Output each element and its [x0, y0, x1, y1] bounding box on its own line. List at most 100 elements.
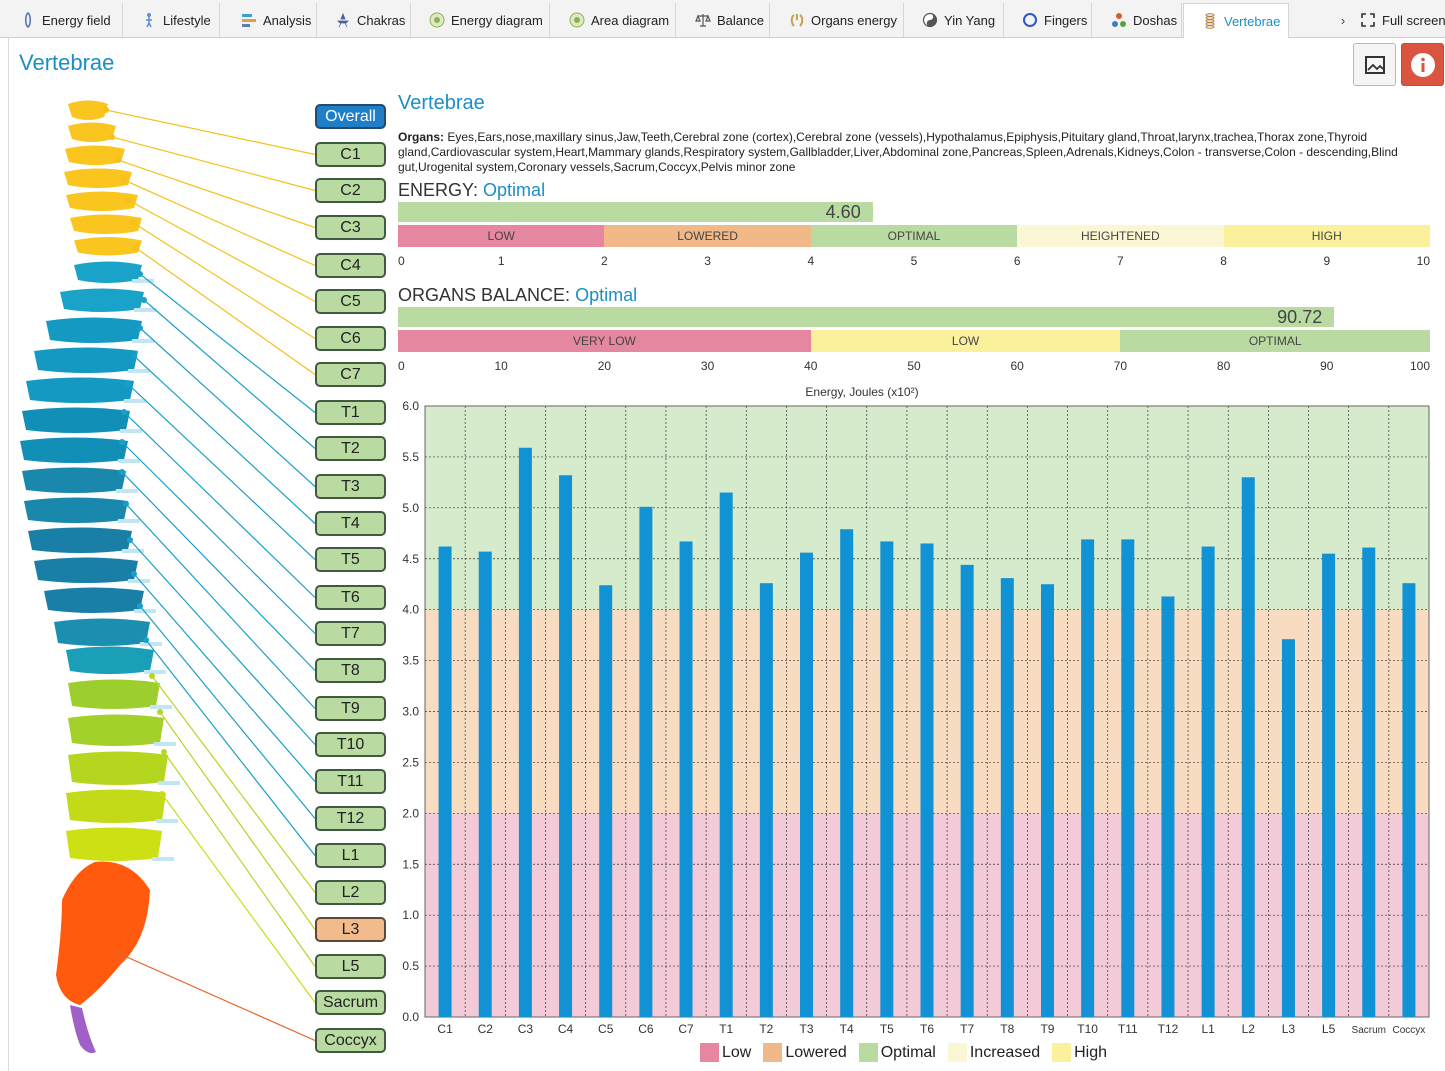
legend-item-low: Low [700, 1043, 751, 1062]
tab-area-diagram[interactable]: Area diagram [551, 3, 676, 37]
energy-zone-heightened: HEIGHTENED [1017, 225, 1224, 247]
energy-value: 4.60 [825, 202, 861, 222]
bar-c5 [599, 585, 613, 1017]
segment-button-c3[interactable]: C3 [315, 215, 386, 240]
legend-item-lowered: Lowered [763, 1043, 847, 1062]
connector-dot-c4 [121, 177, 127, 183]
x-tick-label: T7 [960, 1022, 974, 1036]
disc-17 [128, 579, 150, 583]
vertebra-23 [68, 751, 168, 785]
tab-lifestyle[interactable]: Lifestyle [123, 3, 220, 37]
energy-tick: 0 [398, 254, 405, 268]
disc-11 [124, 399, 146, 403]
tab-vertebrae[interactable]: Vertebrae [1183, 3, 1289, 38]
segment-button-sacrum[interactable]: Sacrum [315, 990, 386, 1015]
connector-line-c7 [135, 247, 316, 375]
segment-button-c2[interactable]: C2 [315, 178, 386, 203]
page-title: Vertebrae [19, 50, 115, 75]
vertebrae-icon [1205, 13, 1215, 29]
section-title: Vertebrae [398, 92, 485, 114]
energy-tick: 8 [1220, 254, 1227, 268]
tab-energy-field[interactable]: Energy field [10, 3, 123, 37]
connector-line-t6 [123, 411, 316, 598]
bar-c3 [518, 447, 532, 1017]
segment-button-l5[interactable]: L5 [315, 954, 386, 979]
connector-dot-t1 [137, 271, 143, 277]
segment-button-t5[interactable]: T5 [315, 547, 386, 572]
area-diagram-icon [569, 12, 585, 28]
segment-button-t8[interactable]: T8 [315, 658, 386, 683]
segment-button-t1[interactable]: T1 [315, 400, 386, 425]
tab-balance[interactable]: Balance [677, 3, 770, 37]
balance-tick: 50 [907, 359, 921, 373]
connector-line-c1 [105, 109, 316, 156]
legend-item-high: High [1052, 1043, 1107, 1062]
segment-button-t9[interactable]: T9 [315, 696, 386, 721]
energy-diagram-icon [429, 12, 445, 28]
balance-status: Optimal [575, 285, 638, 305]
balance-tick: 100 [1409, 359, 1430, 373]
organs-description: Organs: Eyes,Ears,nose,maxillary sinus,J… [398, 130, 1430, 175]
vertebra-5 [70, 214, 142, 234]
segment-button-t11[interactable]: T11 [315, 769, 386, 794]
tab-organs-energy[interactable]: Organs energy [771, 3, 904, 37]
segment-button-l2[interactable]: L2 [315, 880, 386, 905]
energy-status: Optimal [483, 180, 546, 200]
connector-line-t2 [143, 299, 316, 449]
segment-button-t10[interactable]: T10 [315, 732, 386, 757]
yin-yang-icon [922, 12, 938, 28]
balance-value-bar: 90.72 [398, 307, 1335, 327]
bar-c1 [438, 546, 452, 1017]
segment-button-c7[interactable]: C7 [315, 362, 386, 387]
segment-button-l3[interactable]: L3 [315, 917, 386, 942]
bar-l1 [1201, 546, 1215, 1017]
segment-button-c5[interactable]: C5 [315, 289, 386, 314]
y-tick-label: 3.0 [402, 705, 419, 719]
tab-fingers[interactable]: Fingers [1004, 3, 1092, 37]
x-tick-label: C5 [598, 1022, 614, 1036]
segment-button-t6[interactable]: T6 [315, 585, 386, 610]
segment-button-t4[interactable]: T4 [315, 511, 386, 536]
image-export-button[interactable] [1353, 43, 1396, 86]
tab-yin-yang[interactable]: Yin Yang [904, 3, 1004, 37]
segment-button-coccyx[interactable]: Coccyx [315, 1028, 386, 1053]
segment-button-t3[interactable]: T3 [315, 474, 386, 499]
disc-23 [158, 781, 180, 785]
vertebra-21 [68, 679, 160, 709]
segment-button-l1[interactable]: L1 [315, 843, 386, 868]
disc-15 [118, 519, 140, 523]
energy-zone-optimal: OPTIMAL [810, 225, 1018, 247]
connector-line-l5 [163, 751, 316, 967]
energy-field-icon [25, 12, 31, 28]
coccyx-shape [70, 1005, 96, 1054]
tab-chakras[interactable]: Chakras [317, 3, 411, 37]
segment-button-c6[interactable]: C6 [315, 326, 386, 351]
segment-button-c1[interactable]: C1 [315, 142, 386, 167]
energy-label: ENERGY: [398, 180, 479, 200]
segment-button-t2[interactable]: T2 [315, 436, 386, 461]
tab-energy-diagram[interactable]: Energy diagram [411, 3, 550, 37]
vertebra-4 [66, 191, 138, 211]
tab-scroll-arrow[interactable]: › [1340, 12, 1346, 28]
energy-tick: 9 [1323, 254, 1331, 268]
fullscreen-button[interactable]: Full screen [1352, 3, 1445, 37]
connector-dot-c5 [125, 197, 131, 203]
segment-button-t7[interactable]: T7 [315, 621, 386, 646]
segment-button-overall[interactable]: Overall [315, 104, 386, 129]
vertebra-8 [60, 288, 144, 312]
info-button[interactable] [1401, 43, 1444, 86]
bar-c7 [679, 541, 693, 1017]
organs-energy-icon [790, 14, 804, 27]
bar-c4 [559, 475, 573, 1017]
connector-line-l3 [159, 711, 316, 930]
segment-button-t12[interactable]: T12 [315, 806, 386, 831]
legend-label: Lowered [785, 1043, 847, 1061]
tab-label: Vertebrae [1224, 13, 1281, 29]
balance-tick: 80 [1216, 359, 1231, 373]
tab-doshas[interactable]: Doshas [1093, 3, 1182, 37]
balance-tick: 30 [700, 359, 715, 373]
segment-button-c4[interactable]: C4 [315, 253, 386, 278]
energy-tick: 1 [497, 254, 505, 268]
energy-tick: 2 [601, 254, 608, 268]
tab-analysis[interactable]: Analysis [223, 3, 317, 37]
